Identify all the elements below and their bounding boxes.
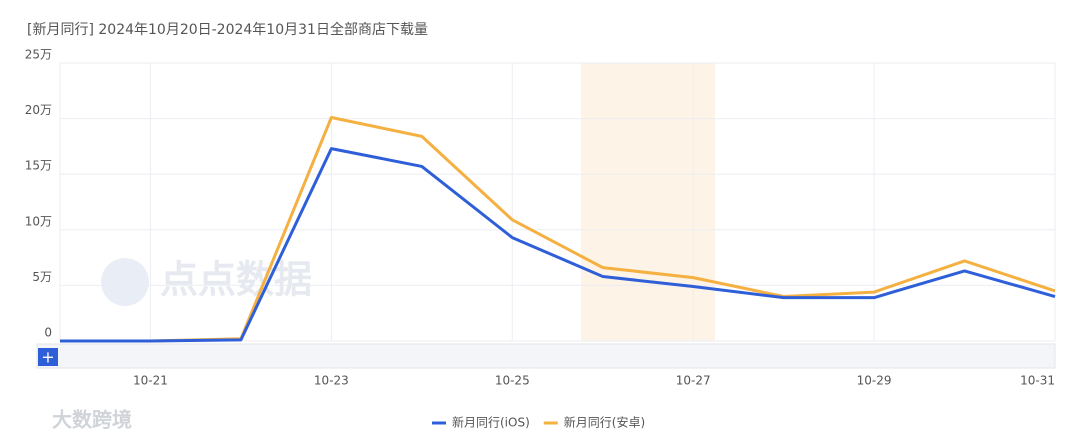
x-tick-label: 10-31 xyxy=(1020,374,1055,388)
y-tick-label: 25万 xyxy=(25,48,52,62)
y-tick-label: 0 xyxy=(44,326,52,340)
x-tick-label: 10-29 xyxy=(857,374,892,388)
y-tick-label: 20万 xyxy=(25,103,52,117)
x-tick-label: 10-21 xyxy=(133,374,168,388)
y-tick-label: 10万 xyxy=(25,214,52,228)
highlight-band xyxy=(581,63,715,341)
y-tick-label: 5万 xyxy=(32,270,52,284)
chart-title: [新月同行] 2024年10月20日-2024年10月31日全部商店下载量 xyxy=(27,21,428,38)
watermark: 大数跨境 xyxy=(52,408,132,432)
x-tick-label: 10-25 xyxy=(495,374,530,388)
series-line xyxy=(60,147,1056,343)
watermark-logo xyxy=(101,258,149,306)
legend-label: 新月同行(安卓) xyxy=(564,415,645,430)
add-icon: + xyxy=(41,348,54,367)
y-tick-label: 15万 xyxy=(25,159,52,173)
scrollbar[interactable] xyxy=(36,343,1056,369)
series-line xyxy=(60,115,1056,343)
x-tick-label: 10-23 xyxy=(314,374,349,388)
watermark: 点点数据 xyxy=(160,258,312,302)
x-tick-label: 10-27 xyxy=(676,374,711,388)
legend-label: 新月同行(iOS) xyxy=(452,415,530,430)
add-button[interactable] xyxy=(38,348,58,366)
